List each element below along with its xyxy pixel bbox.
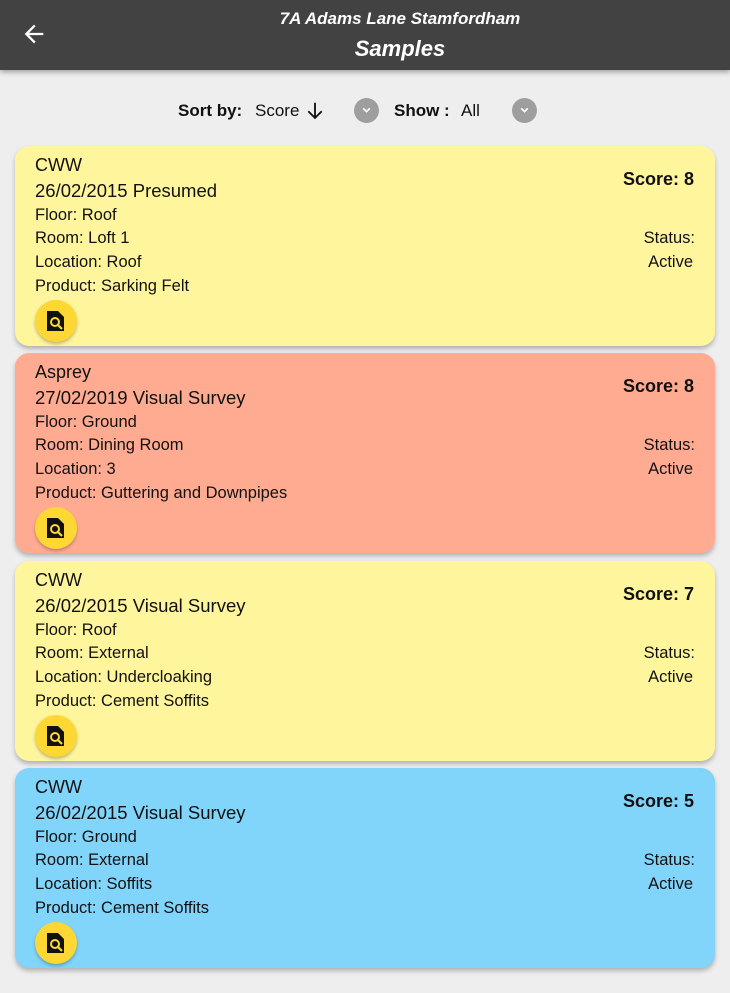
document-search-icon <box>47 726 64 746</box>
status-value: Active <box>648 668 693 686</box>
status-value: Active <box>648 460 693 478</box>
sample-location: Location: Undercloaking <box>35 668 213 686</box>
sample-card[interactable]: CWW 26/02/2015 Visual Survey Floor: Roof… <box>15 561 715 761</box>
chevron-down-icon <box>362 107 371 113</box>
sample-date: 26/02/2015 Presumed <box>35 180 218 201</box>
sample-surveyor: CWW <box>35 155 82 175</box>
view-sample-button[interactable] <box>35 715 77 757</box>
arrow-down-icon[interactable] <box>304 100 326 122</box>
back-arrow-icon[interactable] <box>20 20 48 48</box>
sample-floor: Floor: Ground <box>35 828 137 846</box>
sample-date: 26/02/2015 Visual Survey <box>35 595 246 616</box>
document-search-icon <box>47 933 64 953</box>
sort-bar: Sort by: Score Show : All <box>0 98 730 126</box>
sample-floor: Floor: Roof <box>35 621 117 639</box>
status-label: Status: <box>643 229 695 247</box>
sample-floor: Floor: Ground <box>35 413 137 431</box>
sample-room: Room: External <box>35 644 149 662</box>
status-label: Status: <box>643 436 695 454</box>
property-address: 7A Adams Lane Stamfordham <box>279 9 521 28</box>
sample-product: Product: Cement Soffits <box>35 692 209 710</box>
sample-date: 27/02/2019 Visual Survey <box>35 387 246 408</box>
sample-score: Score: 7 <box>622 584 694 604</box>
document-search-icon <box>47 311 64 331</box>
sample-room: Room: Loft 1 <box>35 229 130 247</box>
sample-room: Room: External <box>35 851 149 869</box>
sample-card[interactable]: CWW 26/02/2015 Presumed Floor: Roof Room… <box>15 146 715 346</box>
view-sample-button[interactable] <box>35 922 77 964</box>
status-value: Active <box>648 253 693 271</box>
sample-floor: Floor: Roof <box>35 206 117 224</box>
sample-location: Location: Soffits <box>35 875 153 893</box>
view-sample-button[interactable] <box>35 300 77 342</box>
sample-product: Product: Sarking Felt <box>35 277 190 295</box>
status-label: Status: <box>643 644 695 662</box>
sample-product: Product: Guttering and Downpipes <box>35 484 288 502</box>
sort-value[interactable]: Score <box>255 101 300 120</box>
sample-location: Location: 3 <box>35 460 116 478</box>
chevron-down-icon <box>520 107 529 113</box>
status-label: Status: <box>643 851 695 869</box>
sample-card[interactable]: CWW 26/02/2015 Visual Survey Floor: Grou… <box>15 768 715 968</box>
show-value[interactable]: All <box>461 101 480 120</box>
sample-product: Product: Cement Soffits <box>35 899 209 917</box>
sort-label: Sort by: <box>178 101 243 120</box>
sample-score: Score: 8 <box>622 376 694 396</box>
show-label: Show : <box>394 101 450 120</box>
sample-surveyor: Asprey <box>35 362 92 382</box>
status-value: Active <box>648 875 693 893</box>
sample-date: 26/02/2015 Visual Survey <box>35 802 246 823</box>
sample-score: Score: 5 <box>622 791 694 811</box>
sample-room: Room: Dining Room <box>35 436 184 454</box>
sample-score: Score: 8 <box>622 169 694 189</box>
page-title: Samples <box>354 36 446 61</box>
sample-location: Location: Roof <box>35 253 142 271</box>
show-dropdown-button[interactable] <box>512 98 537 123</box>
sample-surveyor: CWW <box>35 777 82 797</box>
app-header: 7A Adams Lane Stamfordham Samples <box>0 0 730 70</box>
sample-card[interactable]: Asprey 27/02/2019 Visual Survey Floor: G… <box>15 353 715 553</box>
document-search-icon <box>47 518 64 538</box>
view-sample-button[interactable] <box>35 507 77 549</box>
sort-dropdown-button[interactable] <box>354 98 379 123</box>
sample-surveyor: CWW <box>35 570 82 590</box>
